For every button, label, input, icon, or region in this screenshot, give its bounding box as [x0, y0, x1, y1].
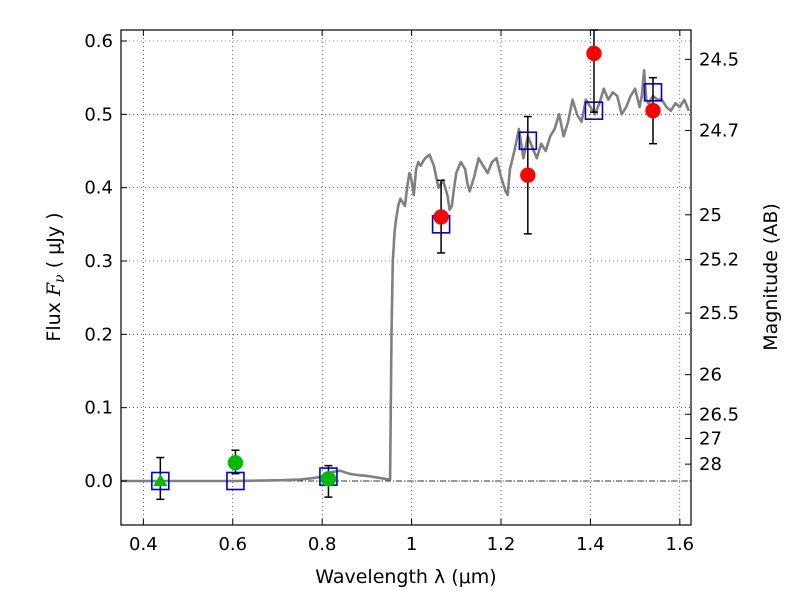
y-axis-title-symbol: F: [43, 282, 65, 297]
model-square-marker: [151, 471, 170, 491]
y-tick-label: 0.4: [84, 178, 113, 199]
y-tick-label: 0.5: [84, 104, 113, 125]
y-tick-label: 0.2: [84, 324, 113, 345]
y-tick-label: 0.1: [84, 398, 113, 419]
x-tick-label: 1.6: [666, 534, 695, 555]
y-axis-title-subscript: ν: [52, 274, 68, 283]
y-axis-title-units: ( μJy ): [43, 212, 65, 274]
model-square-marker: [584, 101, 604, 120]
grid-layer: [121, 30, 691, 525]
y2-tick-label: 25.5: [699, 303, 739, 324]
y2-tick-label: 24.5: [699, 49, 739, 70]
y-tick-label: 0.0: [84, 471, 113, 492]
y2-tick-label: 25.2: [699, 250, 739, 271]
y2-tick-label: 28: [699, 454, 722, 475]
red-data-point: [645, 102, 661, 119]
y-tick-label: 0.3: [84, 251, 113, 272]
y-tick-label: 0.6: [84, 31, 113, 52]
y-axis-title-prefix: Flux: [43, 296, 65, 342]
y2-axis-title: Magnitude (AB): [760, 203, 782, 351]
x-tick-label: 1: [406, 534, 417, 555]
model-sed-layer: [121, 69, 691, 483]
green-data-point: [227, 454, 244, 471]
plot-frame: [120, 29, 692, 526]
x-tick-label: 1.4: [576, 534, 605, 555]
model-square-marker: [643, 83, 663, 102]
y2-tick-label: 27: [699, 428, 722, 449]
x-tick-label: 0.4: [129, 534, 158, 555]
model-square-marker: [226, 471, 245, 491]
green-data-point: [320, 471, 337, 487]
tick-layer: 0.4 0.6 0.8 1 1.2 1.4 1.6 0.0 0.1 0.2 0.3 0.4 0.5 0.6…: [84, 30, 739, 555]
red-data-point: [586, 45, 602, 62]
model-square-marker: [518, 131, 538, 151]
x-axis-title: Wavelength λ (μm): [315, 566, 496, 588]
marker-layer: [151, 45, 663, 491]
y2-tick-label: 26: [699, 365, 722, 386]
y2-tick-label: 25: [699, 205, 722, 226]
red-data-point: [520, 167, 536, 183]
x-tick-label: 0.8: [308, 534, 337, 555]
x-tick-label: 1.2: [487, 534, 516, 555]
x-tick-label: 0.6: [218, 534, 247, 555]
y2-tick-label: 24.7: [699, 120, 739, 141]
y2-tick-label: 26.5: [699, 404, 739, 425]
model-sed-line: [121, 69, 691, 483]
red-data-point: [433, 209, 449, 225]
green-triangle-marker: [153, 474, 168, 486]
y-axis-title: Flux Fν ( μJy ): [43, 212, 68, 341]
